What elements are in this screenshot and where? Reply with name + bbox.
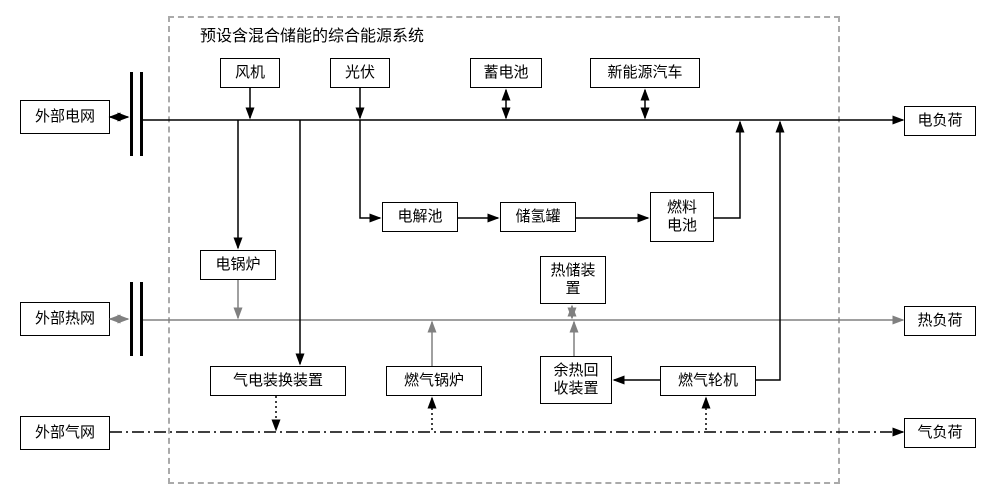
- elec-bus-bar-1: [130, 72, 133, 156]
- h2-tank: 储氢罐: [500, 202, 576, 232]
- ext-gas: 外部气网: [20, 416, 110, 450]
- pv: 光伏: [330, 58, 390, 88]
- elec-bus-bar-2: [140, 72, 143, 156]
- heat-bus-bar-2: [140, 282, 143, 356]
- gas-turbine: 燃气轮机: [660, 366, 756, 396]
- ext-grid: 外部电网: [20, 100, 110, 134]
- p2g: 气电装换装置: [210, 366, 346, 396]
- nev: 新能源汽车: [590, 58, 700, 88]
- diagram-title: 预设含混合储能的综合能源系统: [200, 22, 424, 46]
- elec-load: 电负荷: [904, 106, 976, 136]
- e-boiler: 电锅炉: [200, 250, 276, 280]
- heat-load: 热负荷: [904, 306, 976, 336]
- fuel-cell-label: 燃料 电池: [667, 199, 697, 235]
- heat-storage: 热储装 置: [540, 256, 606, 304]
- heat-bus-bar-1: [130, 282, 133, 356]
- wind: 风机: [220, 58, 280, 88]
- ext-heat: 外部热网: [20, 302, 110, 336]
- fuel-cell: 燃料 电池: [650, 192, 714, 242]
- heat-storage-label: 热储装 置: [550, 262, 595, 298]
- waste-heat: 余热回 收装置: [540, 356, 612, 404]
- gas-boiler: 燃气锅炉: [386, 366, 482, 396]
- electrolyzer: 电解池: [382, 202, 458, 232]
- waste-heat-label: 余热回 收装置: [553, 362, 598, 398]
- gas-load: 气负荷: [904, 418, 976, 448]
- battery: 蓄电池: [470, 58, 542, 88]
